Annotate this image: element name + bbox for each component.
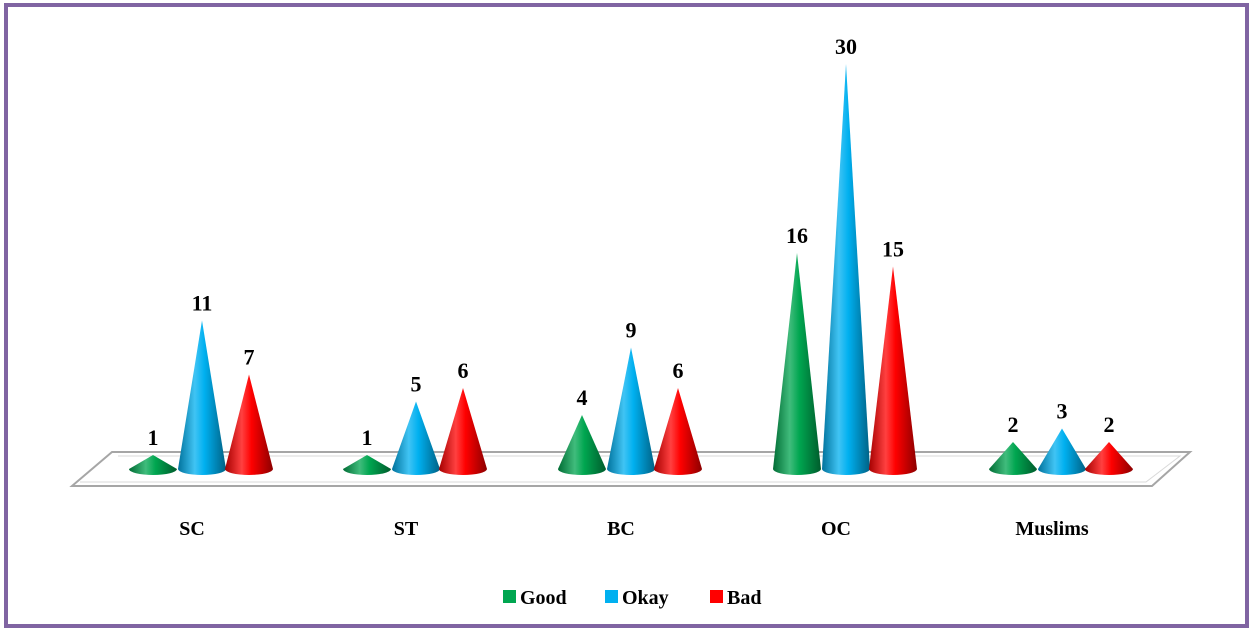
value-label-good-sc: 1 bbox=[148, 425, 159, 450]
value-label-bad-muslims: 2 bbox=[1104, 412, 1115, 437]
cone-okay-oc bbox=[822, 64, 870, 475]
chart-frame bbox=[4, 3, 1249, 628]
legend-swatch-good bbox=[503, 590, 516, 603]
category-label-oc: OC bbox=[821, 518, 851, 540]
legend: Good Okay Bad bbox=[503, 587, 761, 609]
cone-good-st bbox=[343, 455, 391, 475]
cone-bad-st bbox=[439, 388, 487, 475]
cone-okay-muslims bbox=[1038, 428, 1086, 475]
category-label-muslims: Muslims bbox=[1015, 518, 1089, 540]
cone-bad-sc bbox=[225, 374, 273, 475]
legend-swatch-okay bbox=[605, 590, 618, 603]
value-label-good-st: 1 bbox=[362, 425, 373, 450]
cone-okay-st bbox=[392, 401, 440, 475]
cone-good-muslims bbox=[989, 442, 1037, 475]
category-label-sc: SC bbox=[179, 518, 205, 540]
value-label-okay-bc: 9 bbox=[626, 318, 637, 343]
cone-okay-sc bbox=[178, 320, 226, 475]
cone-bad-bc bbox=[654, 388, 702, 475]
value-label-bad-oc: 15 bbox=[882, 237, 904, 262]
value-label-okay-sc: 11 bbox=[192, 291, 213, 316]
legend-label-okay: Okay bbox=[622, 587, 669, 609]
value-label-bad-st: 6 bbox=[458, 358, 469, 383]
category-axis-labels: SC ST BC OC Muslims bbox=[179, 518, 1089, 540]
legend-swatch-bad bbox=[710, 590, 723, 603]
category-label-bc: BC bbox=[607, 518, 635, 540]
cone-bad-muslims bbox=[1085, 442, 1133, 475]
value-label-okay-oc: 30 bbox=[835, 34, 857, 59]
value-label-good-bc: 4 bbox=[577, 385, 588, 410]
category-label-st: ST bbox=[394, 518, 419, 540]
value-label-good-muslims: 2 bbox=[1008, 412, 1019, 437]
cone-bad-oc bbox=[869, 266, 917, 475]
cone-good-oc bbox=[773, 253, 821, 475]
cone-good-bc bbox=[558, 415, 606, 475]
value-label-bad-bc: 6 bbox=[673, 358, 684, 383]
cone-okay-bc bbox=[607, 347, 655, 475]
legend-label-bad: Bad bbox=[727, 587, 761, 609]
value-label-good-oc: 16 bbox=[786, 223, 808, 248]
value-label-okay-muslims: 3 bbox=[1057, 399, 1068, 424]
legend-label-good: Good bbox=[520, 587, 567, 609]
value-label-okay-st: 5 bbox=[411, 372, 422, 397]
value-label-bad-sc: 7 bbox=[244, 345, 255, 370]
cone-good-sc bbox=[129, 455, 177, 475]
